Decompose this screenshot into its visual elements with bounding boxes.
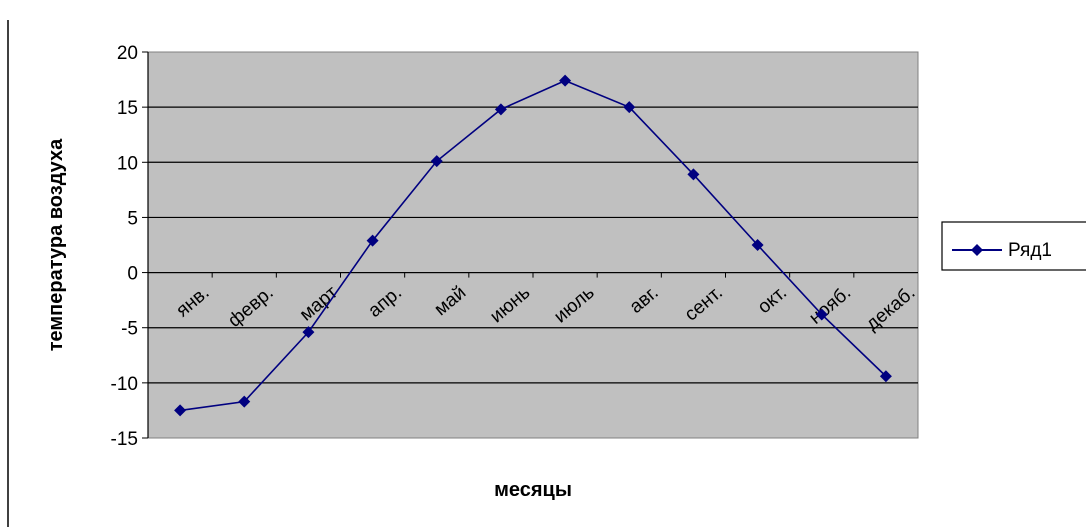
y-tick-label: 15 (117, 98, 138, 119)
y-axis-label: температура воздуха (45, 138, 67, 351)
data-point-marker (430, 155, 443, 168)
y-tick-label: 20 (117, 43, 138, 64)
legend-label: Ряд1 (1008, 240, 1052, 261)
data-point-marker (238, 395, 251, 408)
x-axis-label: месяцы (494, 479, 572, 501)
y-tick-label: -15 (111, 429, 138, 450)
series-layer (174, 74, 892, 417)
data-point-marker (879, 370, 892, 383)
data-point-marker (751, 239, 764, 251)
data-point-marker (302, 326, 315, 339)
data-point-marker (815, 308, 828, 321)
legend-marker (971, 244, 983, 256)
data-point-marker (623, 101, 636, 114)
y-tick-label: -5 (121, 319, 138, 340)
plot-area (147, 51, 919, 439)
y-tick-label: 10 (117, 153, 138, 174)
series-line (179, 79, 887, 412)
legend: Ряд1 (941, 221, 1086, 271)
y-tick-label: 5 (127, 208, 138, 229)
data-point-marker (559, 74, 572, 87)
data-point-marker (687, 168, 700, 181)
y-axis-ticks: 20 15 10 5 0 -5 -10 -15 (111, 43, 148, 450)
data-point-marker (366, 234, 379, 247)
data-point-marker (174, 404, 187, 417)
legend-box (941, 221, 1086, 271)
y-tick-label: 0 (127, 264, 138, 285)
y-tick-label: -10 (111, 374, 138, 395)
data-point-marker (494, 103, 507, 116)
